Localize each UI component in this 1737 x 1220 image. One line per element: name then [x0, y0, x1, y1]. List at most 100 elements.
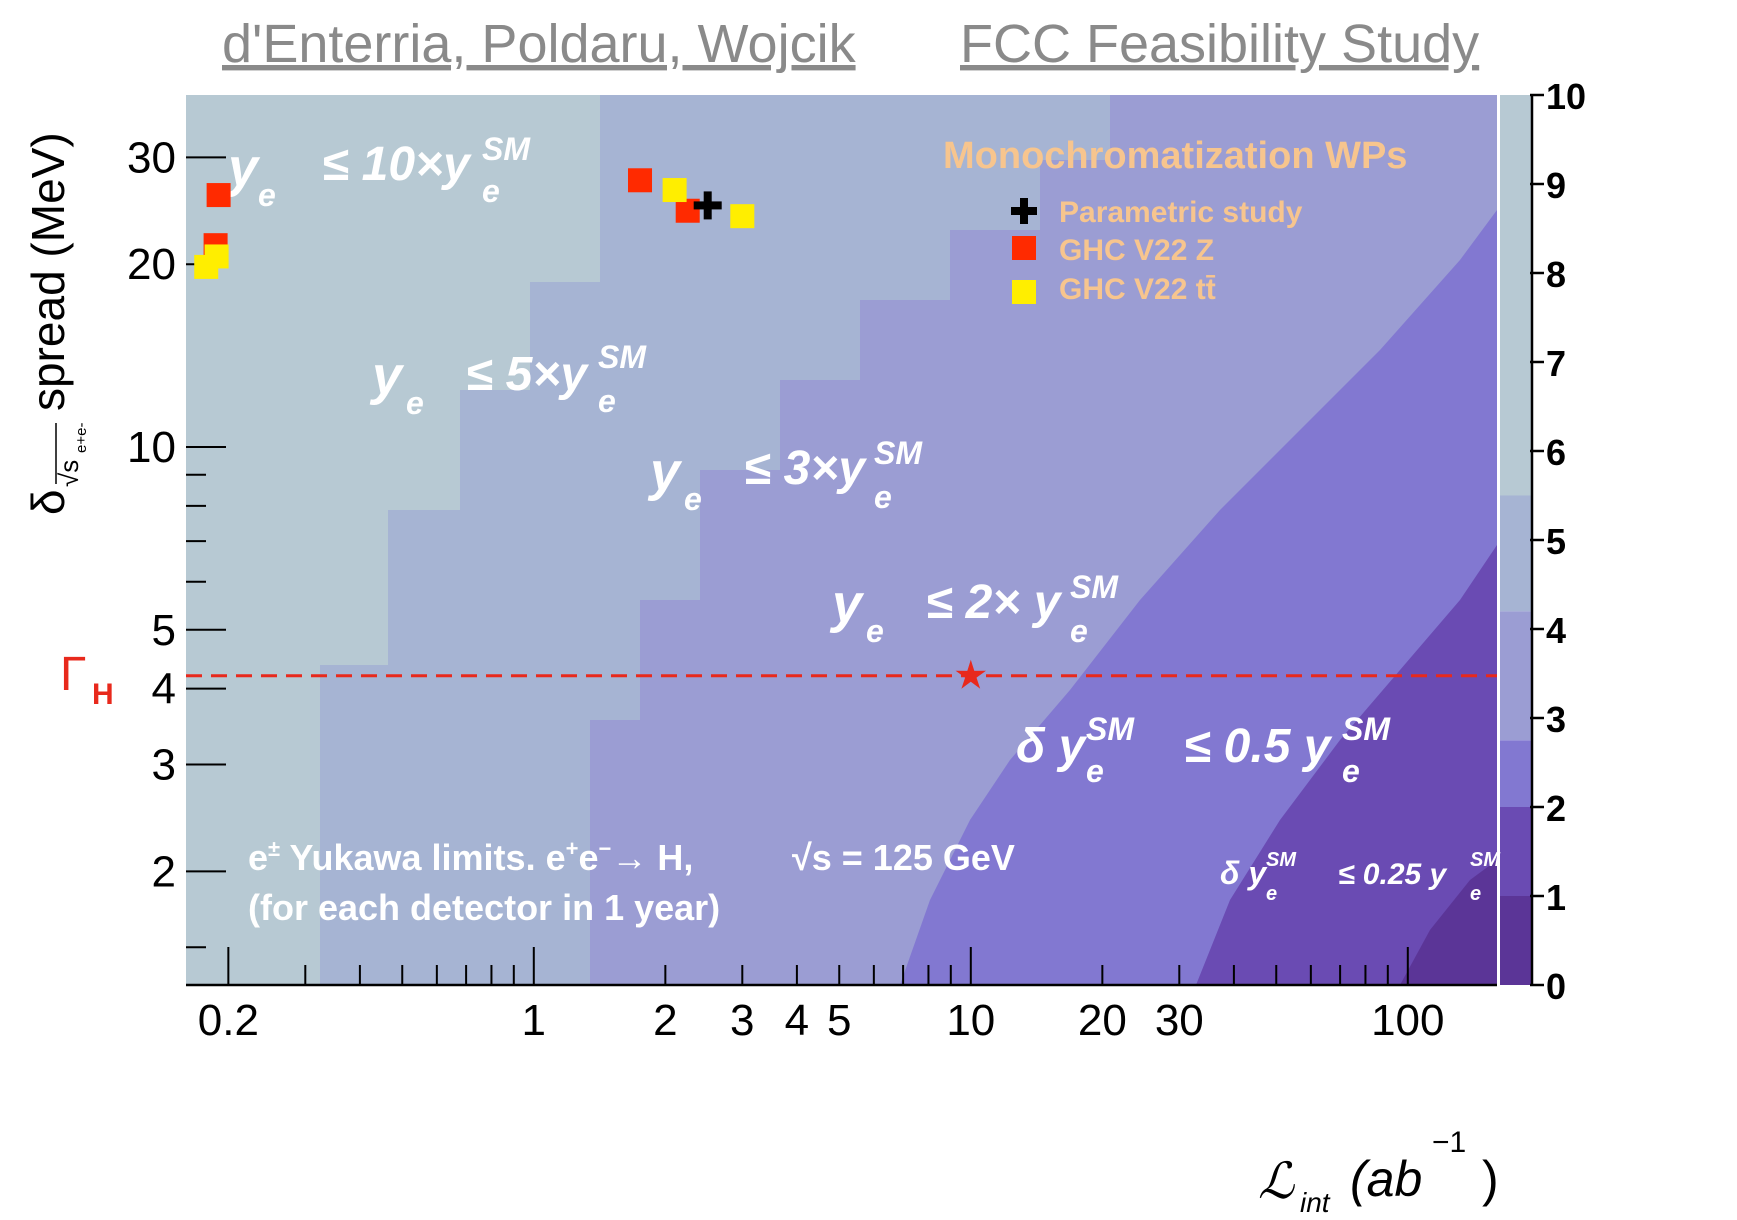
svg-text:e+e-: e+e- — [73, 423, 90, 453]
x-tick-label: 30 — [1155, 996, 1204, 1045]
svg-text:y: y — [647, 442, 683, 502]
svg-text:Parametric study: Parametric study — [1059, 196, 1303, 229]
svg-text:SM: SM — [1070, 569, 1119, 605]
svg-text:e± Yukawa limits. e+e−→ H,: e± Yukawa limits. e+e−→ H, — [248, 836, 693, 878]
color-scale-tick-label: 9 — [1546, 165, 1566, 206]
svg-text:≤ 0.5 y: ≤ 0.5 y — [1184, 720, 1333, 773]
svg-text:e: e — [1086, 753, 1104, 789]
x-tick-label: 5 — [827, 996, 851, 1045]
marker-ghc-tt — [730, 204, 755, 229]
marker-parametric-v — [703, 191, 712, 220]
svg-text:int: int — [1300, 1187, 1331, 1218]
y-tick-label: 10 — [127, 423, 176, 472]
region-label-0p25: δ y e SM ≤ 0.25 y SM e — [1220, 849, 1501, 905]
x-axis-title: ℒ int (ab −1 ) — [1258, 1126, 1499, 1218]
region-label-2x: y e ≤ 2× y SM e — [829, 569, 1119, 649]
region-label-10x: y e ≤ 10×y SM e — [225, 131, 531, 213]
svg-text:e: e — [1266, 883, 1277, 905]
color-scale-tick-label: 2 — [1546, 788, 1566, 829]
x-tick-label: 1 — [522, 996, 546, 1045]
svg-text:y: y — [829, 574, 865, 634]
header-authors: d'Enterria, Poldaru, Wojcik — [222, 14, 857, 74]
legend-item-ghc-z: GHC V22 Z — [1012, 234, 1214, 267]
svg-text:y: y — [369, 346, 405, 406]
y-tick-label: 4 — [152, 665, 176, 714]
svg-text:(ab: (ab — [1350, 1151, 1422, 1207]
marker-ghc-tt — [204, 244, 229, 269]
color-scale-tick-label: 4 — [1546, 610, 1566, 651]
marker-ghc-z — [628, 168, 653, 193]
color-scale-band-3 — [1500, 611, 1532, 741]
svg-text:δ y: δ y — [1220, 855, 1268, 891]
svg-text:e: e — [258, 177, 276, 213]
svg-text:√s: √s — [54, 460, 84, 487]
svg-text:e: e — [1070, 613, 1088, 649]
color-scale-tick-label: 3 — [1546, 699, 1566, 740]
svg-text:SM: SM — [598, 339, 647, 375]
color-scale-tick-label: 1 — [1546, 877, 1566, 918]
x-tick-label: 100 — [1371, 996, 1444, 1045]
data-markers — [194, 168, 755, 279]
svg-text:e: e — [598, 383, 616, 419]
svg-text:SM: SM — [1470, 849, 1501, 871]
star-marker — [955, 659, 986, 689]
yukawa-annotation: e± Yukawa limits. e+e−→ H, √s = 125 GeV … — [248, 836, 1015, 928]
y-tick-label: 3 — [152, 740, 176, 789]
color-scale-tick-label: 5 — [1546, 521, 1566, 562]
svg-text:Γ: Γ — [60, 648, 86, 701]
svg-text:≤ 5×y: ≤ 5×y — [466, 348, 589, 401]
svg-text:SM: SM — [482, 131, 531, 167]
svg-text:e: e — [866, 613, 884, 649]
region-label-5x: y e ≤ 5×y SM e — [369, 339, 647, 421]
svg-text:H: H — [92, 678, 114, 711]
region-label-3x: y e ≤ 3×y SM e — [647, 435, 923, 517]
x-tick-label: 0.2 — [198, 996, 259, 1045]
color-scale-tick-label: 0 — [1546, 966, 1566, 1007]
header-study: FCC Feasibility Study — [960, 14, 1479, 74]
svg-text:√s = 125 GeV: √s = 125 GeV — [792, 837, 1015, 878]
svg-text:≤ 3×y: ≤ 3×y — [744, 442, 867, 495]
svg-text:SM: SM — [874, 435, 923, 471]
svg-text:SM: SM — [1266, 849, 1297, 871]
heatmap-bands — [186, 95, 1497, 985]
color-scale-band-1 — [1500, 807, 1532, 896]
legend: Monochromatization WPs Parametric study … — [943, 135, 1407, 306]
svg-text:e: e — [482, 173, 500, 209]
svg-text:e: e — [684, 481, 702, 517]
svg-text:): ) — [1482, 1151, 1499, 1207]
y-axis-title: δ √s e+e- spread (MeV) — [22, 132, 90, 515]
legend-title: Monochromatization WPs — [943, 135, 1407, 177]
color-scale-band-0 — [1500, 896, 1532, 985]
svg-text:GHC V22 Z: GHC V22 Z — [1059, 234, 1214, 267]
x-tick-label: 2 — [653, 996, 677, 1045]
x-tick-label: 10 — [946, 996, 995, 1045]
band-0p25 — [1400, 860, 1497, 985]
color-scale: 0 1 2 3 4 5 6 7 8 9 10 — [1500, 76, 1586, 1007]
marker-ghc-tt — [662, 178, 687, 203]
color-scale-tick-label: 7 — [1546, 343, 1566, 384]
svg-text:e: e — [1342, 753, 1360, 789]
x-tick-label: 3 — [730, 996, 754, 1045]
color-scale-tick-label: 6 — [1546, 432, 1566, 473]
color-scale-band-2 — [1500, 740, 1532, 807]
legend-item-ghc-tt: GHC V22 tt̄ — [1012, 273, 1216, 306]
svg-text:e: e — [406, 385, 424, 421]
color-scale-tick-label: 10 — [1546, 76, 1586, 117]
svg-text:≤ 2× y: ≤ 2× y — [926, 576, 1063, 629]
y-tick-label: 2 — [152, 847, 176, 896]
svg-text:spread (MeV): spread (MeV) — [22, 132, 74, 411]
svg-text:δ y: δ y — [1016, 720, 1088, 773]
y-tick-label: 5 — [152, 606, 176, 655]
marker-ghc-z — [206, 183, 231, 208]
svg-text:GHC V22 tt̄: GHC V22 tt̄ — [1059, 273, 1216, 306]
svg-text:e: e — [874, 479, 892, 515]
legend-item-parametric: Parametric study — [1011, 196, 1303, 229]
color-scale-tick-label: 8 — [1546, 254, 1566, 295]
svg-text:≤ 0.25 y: ≤ 0.25 y — [1338, 858, 1448, 891]
y-tick-label: 30 — [127, 133, 176, 182]
svg-text:≤ 10×y: ≤ 10×y — [322, 138, 472, 191]
region-label-0p5: δ y e SM ≤ 0.5 y SM e — [1016, 711, 1391, 789]
svg-text:−1: −1 — [1432, 1126, 1466, 1159]
